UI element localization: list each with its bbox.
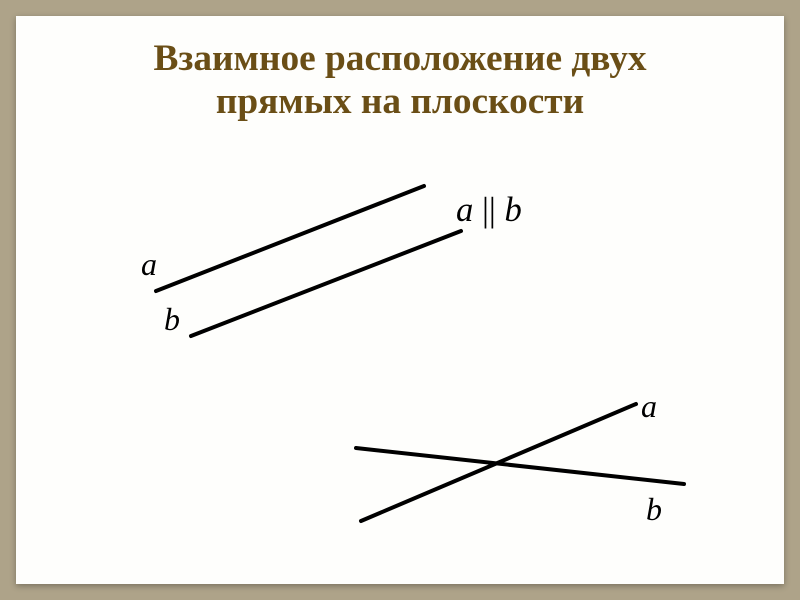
label-parallel-b: b <box>164 301 180 338</box>
slide-inner: Взаимное расположение двух прямых на пло… <box>16 16 784 584</box>
notation-b: b <box>505 191 522 229</box>
notation-a: a <box>456 191 473 229</box>
parallel-line-b <box>191 231 461 336</box>
diagram-svg <box>16 16 784 584</box>
label-intersect-b: b <box>646 491 662 528</box>
parallel-line-a <box>156 186 424 291</box>
slide-outer: Взаимное расположение двух прямых на пло… <box>0 0 800 600</box>
label-parallel-a: a <box>141 246 157 283</box>
label-intersect-a: a <box>641 388 657 425</box>
notation-parallel-symbol: || <box>473 191 504 229</box>
parallel-notation: a || b <box>456 191 522 230</box>
